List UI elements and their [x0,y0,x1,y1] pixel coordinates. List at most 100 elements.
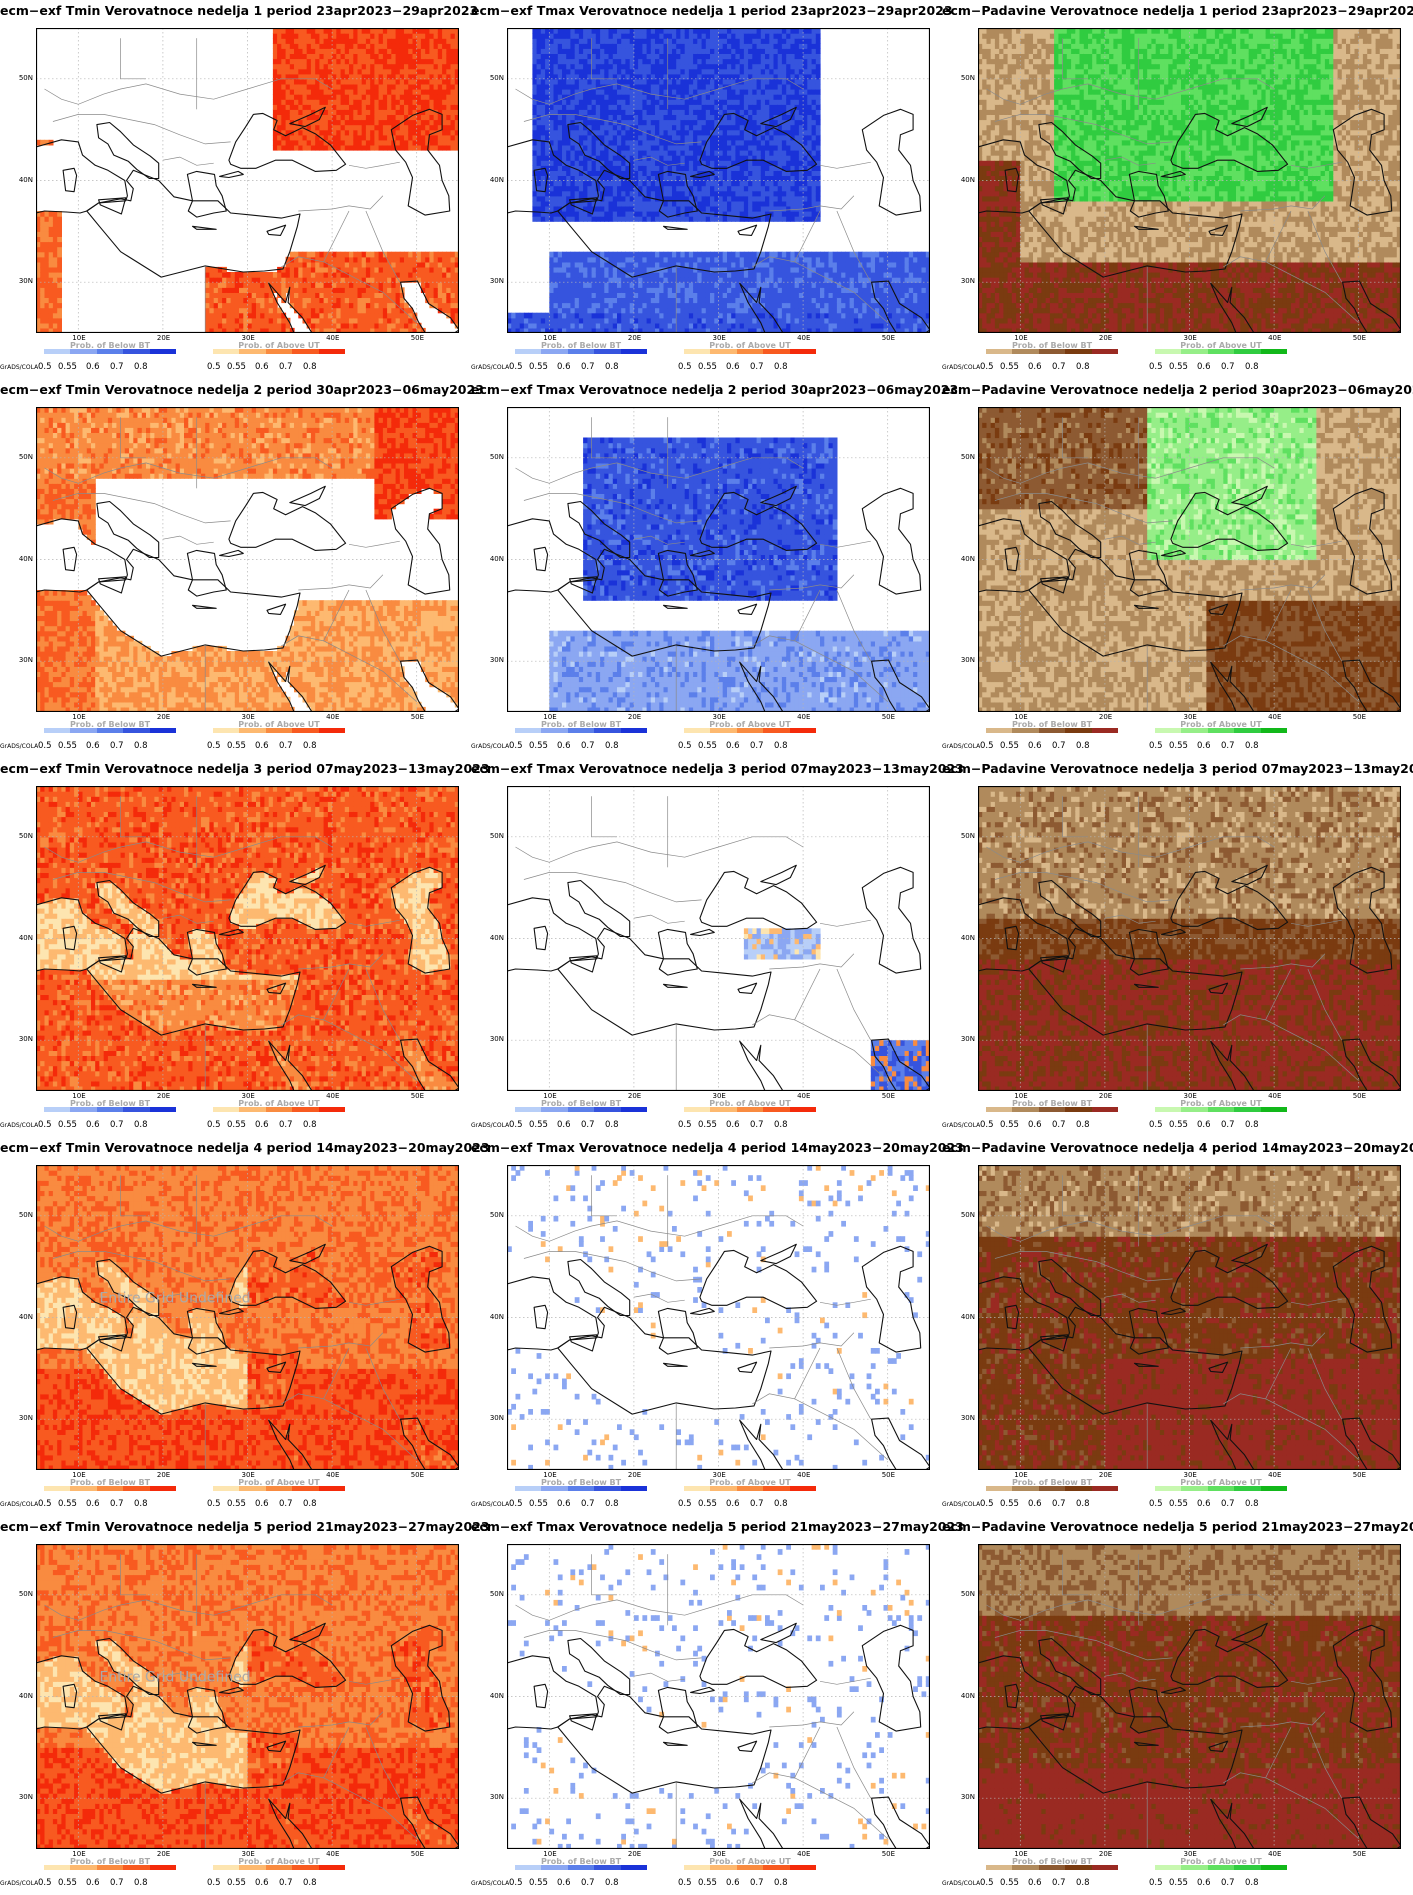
panel-tmax-week-4: ecm−exf Tmax Verovatnoce nedelja 4 perio… [471,1137,942,1516]
legend: GrADS/COLA Prob. of Below BT 0.5 0.55 0.6 0.7… [0,720,471,756]
grads-label: GrADS/COLA [942,1880,980,1887]
legend-tick: 0.6 [1197,1878,1211,1888]
legend-tick: 0.5 [1149,362,1163,372]
legend-ticks: 0.5 0.55 0.6 0.7 0.8 [207,1120,357,1130]
legend-tick: 0.6 [726,1499,740,1509]
legend-tick: 0.6 [726,1878,740,1888]
grads-label: GrADS/COLA [471,364,509,371]
legend-tick: 0.55 [227,1878,246,1888]
legend-below: Prob. of Below BT 0.5 0.55 0.6 0.7 0.8 [515,1478,655,1514]
lat-label: 40N [3,934,33,942]
legend-tick: 0.7 [581,362,595,372]
legend-above: Prob. of Above UT 0.5 0.55 0.6 0.7 0.8 [684,720,824,756]
panel-title: ecm−exf Tmax Verovatnoce nedelja 5 perio… [471,1516,942,1538]
lat-label: 30N [474,277,504,285]
legend-tick: 0.7 [581,1120,595,1130]
legend-tick: 0.55 [698,1120,717,1130]
legend-tick: 0.8 [134,362,148,372]
legend-tick: 0.5 [509,1120,523,1130]
legend-tick: 0.6 [86,1499,100,1509]
legend-below: Prob. of Below BT 0.5 0.55 0.6 0.7 0.8 [44,1857,184,1893]
panel-tmax-week-1: ecm−exf Tmax Verovatnoce nedelja 1 perio… [471,0,942,379]
legend-caption: Prob. of Below BT [986,341,1118,350]
legend-ticks: 0.5 0.55 0.6 0.7 0.8 [1149,1499,1299,1509]
legend-tick: 0.7 [279,1878,293,1888]
panel-padavine-week-5: ecm−Padavine Verovatnoce nedelja 5 perio… [942,1516,1413,1895]
legend-ticks: 0.5 0.55 0.6 0.7 0.8 [509,362,659,372]
legend-tick: 0.5 [980,741,994,751]
legend-tick: 0.6 [557,741,571,751]
legend-caption: Prob. of Above UT [1155,1857,1287,1866]
legend-below: Prob. of Below BT 0.5 0.55 0.6 0.7 0.8 [515,720,655,756]
legend-ticks: 0.5 0.55 0.6 0.7 0.8 [1149,741,1299,751]
map-padavine-week-2 [978,407,1401,712]
lat-label: 50N [3,74,33,82]
legend-caption: Prob. of Above UT [1155,1478,1287,1487]
legend: GrADS/COLA Prob. of Below BT 0.5 0.55 0.6 0.7… [471,720,942,756]
legend-tick: 0.55 [1000,1499,1019,1509]
legend-tick: 0.55 [698,741,717,751]
legend-caption: Prob. of Below BT [44,1857,176,1866]
legend-tick: 0.8 [1245,362,1259,372]
lat-label: 50N [945,1590,975,1598]
legend-tick: 0.5 [1149,1120,1163,1130]
legend-above: Prob. of Above UT 0.5 0.55 0.6 0.7 0.8 [1155,1099,1295,1135]
legend-tick: 0.6 [726,741,740,751]
legend-tick: 0.7 [750,362,764,372]
legend-tick: 0.7 [750,1499,764,1509]
legend-caption: Prob. of Above UT [684,1478,816,1487]
panel-title: ecm−exf Tmin Verovatnoce nedelja 3 perio… [0,758,471,780]
grads-label: GrADS/COLA [0,743,38,750]
legend-tick: 0.6 [255,362,269,372]
legend: GrADS/COLA Prob. of Below BT 0.5 0.55 0.6 0.7… [942,1857,1413,1893]
legend-tick: 0.7 [110,741,124,751]
legend-tick: 0.6 [86,1120,100,1130]
lat-label: 40N [474,1313,504,1321]
legend-tick: 0.7 [110,1878,124,1888]
legend-ticks: 0.5 0.55 0.6 0.7 0.8 [1149,1878,1299,1888]
panel-title: ecm−exf Tmax Verovatnoce nedelja 2 perio… [471,379,942,401]
legend-caption: Prob. of Above UT [684,1099,816,1108]
legend-tick: 0.6 [255,1878,269,1888]
lat-label: 40N [945,555,975,563]
legend-ticks: 0.5 0.55 0.6 0.7 0.8 [1149,362,1299,372]
legend-tick: 0.6 [86,1878,100,1888]
legend-ticks: 0.5 0.55 0.6 0.7 0.8 [207,1878,357,1888]
lat-label: 40N [3,1692,33,1700]
legend-tick: 0.55 [529,1878,548,1888]
legend-tick: 0.55 [529,1499,548,1509]
lat-label: 50N [474,1211,504,1219]
panel-padavine-week-4: ecm−Padavine Verovatnoce nedelja 4 perio… [942,1137,1413,1516]
legend-ticks: 0.5 0.55 0.6 0.7 0.8 [207,1499,357,1509]
legend-tick: 0.8 [605,741,619,751]
legend-tick: 0.8 [303,1499,317,1509]
legend-tick: 0.7 [1052,362,1066,372]
panel-title: ecm−exf Tmax Verovatnoce nedelja 4 perio… [471,1137,942,1159]
legend-ticks: 0.5 0.55 0.6 0.7 0.8 [207,362,357,372]
legend-tick: 0.5 [1149,1878,1163,1888]
legend-ticks: 0.5 0.55 0.6 0.7 0.8 [38,1499,188,1509]
legend-below: Prob. of Below BT 0.5 0.55 0.6 0.7 0.8 [986,1099,1126,1135]
legend-above: Prob. of Above UT 0.5 0.55 0.6 0.7 0.8 [684,1857,824,1893]
legend-tick: 0.7 [750,741,764,751]
legend-ticks: 0.5 0.55 0.6 0.7 0.8 [980,1499,1130,1509]
legend-tick: 0.6 [255,1499,269,1509]
legend-tick: 0.7 [581,1878,595,1888]
legend-tick: 0.5 [38,1499,52,1509]
lat-label: 40N [3,555,33,563]
legend-tick: 0.55 [58,1499,77,1509]
legend-caption: Prob. of Below BT [44,720,176,729]
legend-tick: 0.8 [1076,1120,1090,1130]
legend-caption: Prob. of Above UT [1155,720,1287,729]
lat-label: 30N [945,277,975,285]
lat-label: 40N [945,1692,975,1700]
legend-tick: 0.7 [750,1878,764,1888]
legend: GrADS/COLA Prob. of Below BT 0.5 0.55 0.6 0.7… [471,341,942,377]
legend-tick: 0.55 [58,1120,77,1130]
legend-tick: 0.55 [529,362,548,372]
legend-above: Prob. of Above UT 0.5 0.55 0.6 0.7 0.8 [1155,1478,1295,1514]
panel-title: ecm−Padavine Verovatnoce nedelja 4 perio… [942,1137,1413,1159]
lat-label: 30N [474,656,504,664]
legend-tick: 0.55 [58,1878,77,1888]
lat-label: 30N [474,1793,504,1801]
